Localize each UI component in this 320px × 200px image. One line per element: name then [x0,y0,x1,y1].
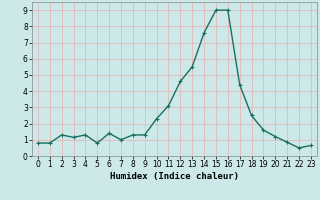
X-axis label: Humidex (Indice chaleur): Humidex (Indice chaleur) [110,172,239,181]
